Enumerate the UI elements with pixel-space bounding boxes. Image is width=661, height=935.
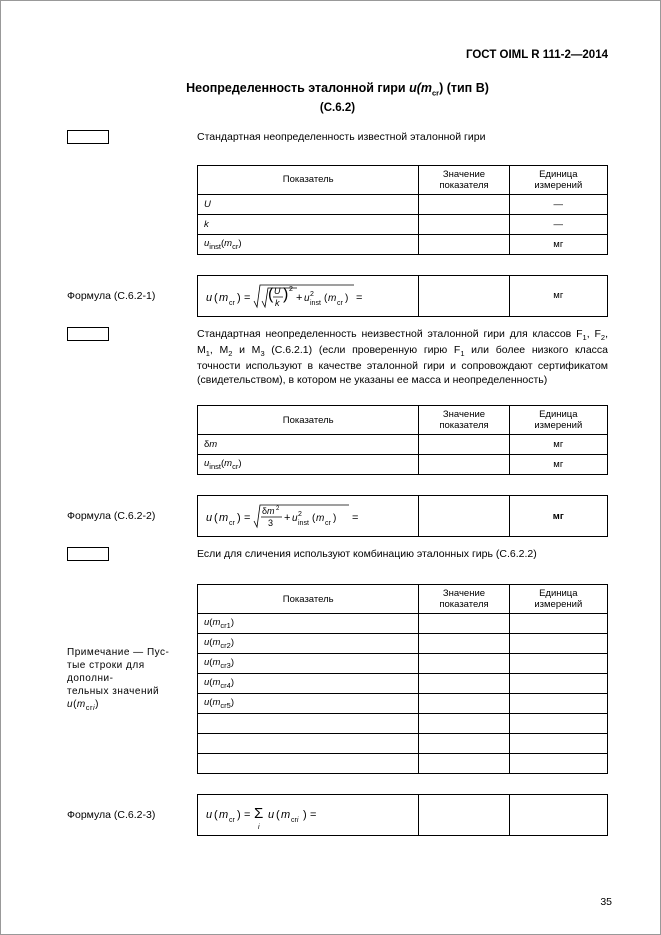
section1-text: Стандартная неопределенность известной э… xyxy=(197,130,608,144)
svg-text:m: m xyxy=(316,513,324,524)
svg-text:=: = xyxy=(352,512,358,524)
svg-text:m: m xyxy=(219,292,228,304)
formula-label-1: Формула (C.6.2-1) xyxy=(67,290,197,302)
svg-text:cr: cr xyxy=(229,520,236,527)
page-title: Неопределенность эталонной гири u(mcr) (… xyxy=(67,81,608,98)
checkbox-box xyxy=(67,130,109,144)
svg-text:m: m xyxy=(219,512,228,524)
table-row: uinst(mcr)мг xyxy=(198,234,608,254)
svg-text:cr: cr xyxy=(337,300,344,307)
svg-text:): ) xyxy=(345,293,348,304)
table-row: k— xyxy=(198,214,608,234)
section3-note: Примечание — Пус-тые строки для дополни-… xyxy=(67,646,191,713)
svg-text:u: u xyxy=(268,809,274,821)
svg-text:+: + xyxy=(296,292,302,304)
table-row: u(mcr3) xyxy=(198,654,608,674)
svg-text:+: + xyxy=(284,512,290,524)
table-row: u(mcr4) xyxy=(198,674,608,694)
section2-text: Стандартная неопределенность неизвестной… xyxy=(197,327,608,388)
svg-text:): ) xyxy=(333,513,336,524)
th-value: Значение показателя xyxy=(419,165,509,194)
svg-text:cr: cr xyxy=(229,300,236,307)
svg-text:=: = xyxy=(244,292,250,304)
svg-text:k: k xyxy=(275,298,280,308)
formula-c621: u ( m cr ) = ( U k ) xyxy=(198,275,419,316)
svg-text:=: = xyxy=(356,292,362,304)
svg-text:3: 3 xyxy=(268,518,273,528)
table-row: U— xyxy=(198,194,608,214)
svg-text:i: i xyxy=(258,824,260,831)
svg-text:): ) xyxy=(237,512,241,524)
formula-c623: u ( m cr ) = Σ i u ( m cri ) xyxy=(198,795,419,836)
table-row: u(mcr1) xyxy=(198,614,608,634)
svg-text:m: m xyxy=(219,809,228,821)
table-row: uinst(mcr)мг xyxy=(198,455,608,475)
table-row xyxy=(198,714,608,734)
checkbox-box xyxy=(67,327,109,341)
svg-text:2: 2 xyxy=(310,291,314,298)
svg-text:(: ( xyxy=(214,292,218,304)
svg-text:u: u xyxy=(206,809,212,821)
th-param: Показатель xyxy=(198,165,419,194)
table-row xyxy=(198,734,608,754)
table-row xyxy=(198,754,608,774)
section1-table: Показатель Значение показателя Единица и… xyxy=(197,165,608,255)
svg-text:inst: inst xyxy=(298,520,309,527)
svg-text:=: = xyxy=(244,512,250,524)
section1-intro: Стандартная неопределенность известной э… xyxy=(67,130,608,147)
svg-text:(: ( xyxy=(276,809,280,821)
svg-text:): ) xyxy=(237,809,241,821)
svg-text:(: ( xyxy=(214,809,218,821)
svg-text:u: u xyxy=(206,512,212,524)
svg-text:U: U xyxy=(274,286,281,296)
svg-text:): ) xyxy=(303,809,307,821)
formula-c622: u ( m cr ) = δ m 2 3 + xyxy=(198,496,419,537)
svg-text:2: 2 xyxy=(276,506,280,512)
svg-text:inst: inst xyxy=(310,300,321,307)
section3-intro: Если для сличения используют комбинацию … xyxy=(67,547,608,564)
svg-text:2: 2 xyxy=(289,286,293,293)
doc-header: ГОСТ OIML R 111-2—2014 xyxy=(67,49,608,61)
svg-text:=: = xyxy=(310,809,316,821)
th-unit: Единица измерений xyxy=(509,165,607,194)
svg-text:Σ: Σ xyxy=(254,805,263,822)
page: ГОСТ OIML R 111-2—2014 Неопределенность … xyxy=(0,0,661,935)
svg-text:cri: cri xyxy=(291,817,299,824)
page-subtitle: (C.6.2) xyxy=(67,102,608,114)
svg-text:(: ( xyxy=(214,512,218,524)
section2-intro: Стандартная неопределенность неизвестной… xyxy=(67,327,608,388)
svg-text:m: m xyxy=(281,809,290,821)
formula-label-3: Формула (C.6.2-3) xyxy=(67,809,197,821)
svg-text:): ) xyxy=(237,292,241,304)
svg-text:): ) xyxy=(283,286,288,303)
page-number: 35 xyxy=(600,896,612,908)
table-row: δmмг xyxy=(198,435,608,455)
table-row: u(mcr5) xyxy=(198,694,608,714)
svg-text:=: = xyxy=(244,809,250,821)
table-row: u(mcr2) xyxy=(198,634,608,654)
svg-text:m: m xyxy=(267,506,275,516)
svg-text:u: u xyxy=(206,292,212,304)
svg-text:2: 2 xyxy=(298,511,302,518)
svg-text:cr: cr xyxy=(325,520,332,527)
section3-table: Показатель Значение показателя Единица и… xyxy=(197,584,608,774)
section2-table: Показатель Значение показателя Единица и… xyxy=(197,405,608,475)
section3-text: Если для сличения используют комбинацию … xyxy=(197,547,608,561)
formula-label-2: Формула (C.6.2-2) xyxy=(67,510,197,522)
checkbox-box xyxy=(67,547,109,561)
svg-text:m: m xyxy=(328,293,336,304)
svg-text:cr: cr xyxy=(229,817,236,824)
